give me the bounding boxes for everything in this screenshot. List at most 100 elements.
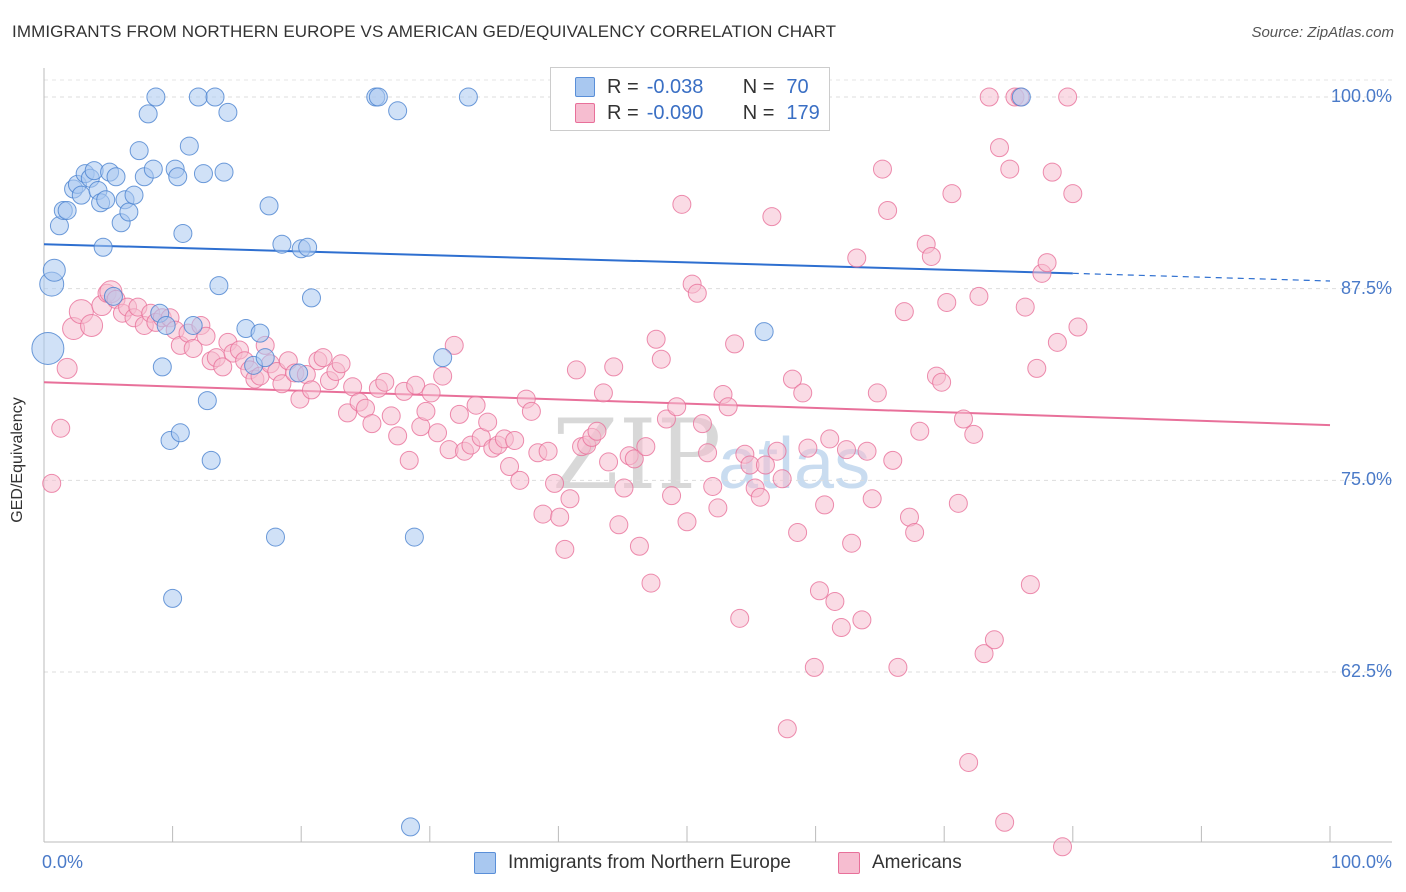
point-americans (51, 418, 71, 438)
point-americans (698, 443, 718, 463)
point-americans (599, 452, 619, 472)
point-northern-europe (129, 141, 149, 161)
legend-r-label: R = (607, 75, 639, 98)
point-americans (301, 380, 321, 400)
point-northern-europe (205, 87, 225, 107)
y-tick-label: 75.0% (1340, 469, 1392, 490)
point-americans (313, 348, 333, 368)
point-northern-europe (168, 167, 188, 187)
point-northern-europe (214, 162, 234, 182)
point-americans (1000, 159, 1020, 179)
point-americans (777, 719, 797, 739)
point-northern-europe (289, 363, 309, 383)
point-northern-europe (119, 202, 139, 222)
point-americans (867, 383, 887, 403)
point-americans (651, 349, 671, 369)
point-northern-europe (433, 348, 453, 368)
legend-r-label: R = (607, 101, 639, 124)
trend-lines (43, 243, 1331, 427)
point-americans (381, 406, 401, 426)
point-americans (500, 457, 520, 477)
point-northern-europe (156, 315, 176, 335)
point-americans (545, 473, 565, 493)
point-americans (948, 493, 968, 513)
point-americans (533, 504, 553, 524)
point-americans (798, 438, 818, 458)
point-americans (750, 487, 770, 507)
legend-n-value: 179 (786, 101, 820, 124)
point-americans (1063, 184, 1083, 204)
point-americans (942, 184, 962, 204)
bottom-legend-label: Immigrants from Northern Europe (508, 852, 791, 873)
point-northern-europe (754, 322, 774, 342)
point-americans (969, 286, 989, 306)
point-northern-europe (138, 104, 158, 124)
point-northern-europe (124, 185, 144, 205)
point-americans (466, 395, 486, 415)
point-northern-europe (197, 391, 217, 411)
point-americans (836, 440, 856, 460)
point-northern-europe (146, 87, 166, 107)
y-axis-label: GED/Equivalency (9, 397, 26, 523)
point-northern-europe (401, 817, 421, 837)
point-americans (629, 536, 649, 556)
point-northern-europe (173, 223, 193, 243)
point-americans (646, 329, 666, 349)
point-americans (857, 441, 877, 461)
point-americans (1068, 317, 1088, 337)
point-americans (609, 515, 629, 535)
point-americans (505, 430, 525, 450)
point-americans (872, 159, 892, 179)
point-americans (656, 409, 676, 429)
point-americans (687, 283, 707, 303)
point-americans (641, 573, 661, 593)
legend-row-northern-europe: R = -0.038 N = 70 (575, 75, 809, 99)
point-northern-europe (201, 450, 221, 470)
legend-swatch-pink (575, 103, 595, 123)
y-tick-label: 100.0% (1330, 86, 1392, 106)
point-americans (1047, 332, 1067, 352)
point-americans (521, 401, 541, 421)
point-northern-europe (179, 136, 199, 156)
point-americans (804, 657, 824, 677)
point-americans (388, 426, 408, 446)
point-northern-europe (209, 276, 229, 296)
point-northern-europe (259, 196, 279, 216)
x-axis-right-label: 100.0% (1330, 852, 1392, 872)
point-northern-europe (250, 323, 270, 343)
point-americans (406, 375, 426, 395)
point-americans (995, 812, 1015, 832)
point-americans (730, 608, 750, 628)
point-americans (428, 423, 448, 443)
bottom-legend-swatch-blue (474, 852, 496, 874)
point-northern-europe (103, 286, 123, 306)
point-americans (662, 486, 682, 506)
point-americans (755, 455, 775, 475)
point-americans (1027, 358, 1047, 378)
legend-r-value: -0.038 (646, 75, 704, 98)
point-northern-europe (106, 167, 126, 187)
y-tick-label: 87.5% (1340, 277, 1392, 298)
point-americans (815, 495, 835, 515)
point-northern-europe (42, 258, 66, 282)
point-americans (80, 313, 104, 337)
point-americans (550, 507, 570, 527)
point-americans (847, 248, 867, 268)
point-americans (560, 489, 580, 509)
point-americans (1053, 837, 1073, 857)
point-americans (433, 366, 453, 386)
point-northern-europe (143, 159, 163, 179)
point-northern-europe (265, 527, 285, 547)
legend-n-value: 70 (786, 75, 809, 98)
point-northern-europe (152, 357, 172, 377)
point-northern-europe (31, 331, 65, 365)
bottom-legend-swatch-pink (838, 852, 860, 874)
point-americans (604, 357, 624, 377)
point-americans (672, 194, 692, 214)
point-americans (989, 138, 1009, 158)
point-americans (1037, 253, 1057, 273)
point-americans (444, 335, 464, 355)
trend-line-americans (43, 381, 1331, 427)
point-americans (449, 404, 469, 424)
point-americans (614, 478, 634, 498)
